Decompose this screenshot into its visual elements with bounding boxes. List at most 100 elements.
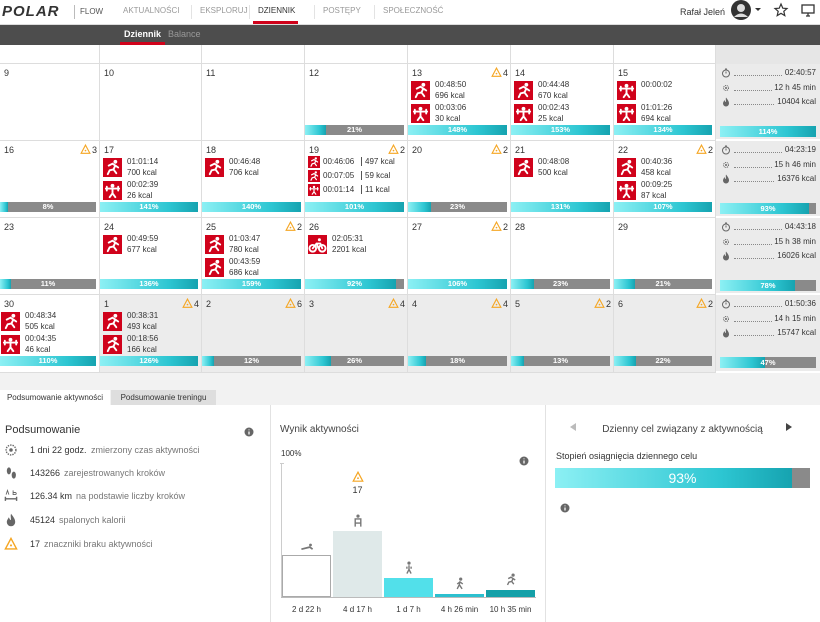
nav-item[interactable]: DZIENNIK bbox=[258, 6, 296, 15]
progress-fill bbox=[305, 356, 331, 366]
activity-kcal: 677 kcal bbox=[127, 245, 157, 254]
day-cell[interactable] bbox=[0, 64, 99, 141]
summary-column-header bbox=[716, 45, 820, 64]
activity-kcal: 59 kcal bbox=[365, 171, 391, 180]
nav-item[interactable]: AKTUALNOŚCI bbox=[123, 6, 180, 15]
activity-kcal: 505 kcal bbox=[25, 322, 55, 331]
icon-svg bbox=[308, 184, 320, 196]
progress-bar: 47% bbox=[720, 357, 816, 368]
body bbox=[310, 158, 319, 167]
day-number: 19 bbox=[309, 145, 320, 155]
summary-icon bbox=[721, 314, 731, 324]
subnav-item[interactable]: Balance bbox=[168, 29, 201, 39]
progress-fill bbox=[614, 202, 712, 212]
sun-core bbox=[725, 86, 727, 89]
watch bbox=[722, 300, 730, 309]
activity-duration: 00:02:39 bbox=[127, 180, 159, 189]
dot bbox=[392, 149, 395, 152]
warning-icon bbox=[182, 297, 193, 309]
body bbox=[412, 108, 429, 122]
day-number: 18 bbox=[206, 145, 217, 155]
flame bbox=[723, 251, 729, 261]
goal-label: 93% bbox=[668, 470, 697, 486]
frame bbox=[311, 242, 324, 250]
warning-icon bbox=[351, 471, 364, 483]
day-cell[interactable] bbox=[100, 64, 201, 141]
icon-svg bbox=[354, 514, 361, 527]
sport-icon bbox=[103, 312, 122, 331]
progress-fill bbox=[720, 357, 766, 368]
ruler bbox=[4, 496, 18, 501]
activity-kcal: 30 kcal bbox=[435, 114, 461, 123]
nav-item[interactable]: POSTĘPY bbox=[323, 6, 361, 15]
icon-svg bbox=[696, 143, 707, 154]
dot bbox=[392, 303, 395, 306]
column-line bbox=[613, 45, 614, 373]
activity-separator bbox=[361, 157, 362, 166]
sun-core bbox=[725, 240, 727, 243]
hand bbox=[725, 222, 727, 228]
triangle bbox=[285, 220, 296, 231]
day-number: 1 bbox=[104, 299, 110, 309]
day-cell[interactable] bbox=[202, 64, 304, 141]
summary-icon bbox=[721, 222, 731, 232]
body bbox=[208, 262, 222, 276]
sport-icon bbox=[308, 235, 327, 254]
tab[interactable]: Podsumowanie treningu bbox=[111, 390, 216, 405]
arrow bbox=[786, 423, 792, 431]
warning-count: 4 bbox=[194, 299, 200, 309]
warning-count: 4 bbox=[400, 299, 406, 309]
progress-bar: 131% bbox=[511, 202, 610, 212]
head bbox=[406, 561, 411, 565]
user-name[interactable]: Rafał Jeleń bbox=[680, 7, 726, 17]
progress-bar: 141% bbox=[100, 202, 198, 212]
icon-svg bbox=[80, 143, 91, 154]
warning-count: 4 bbox=[503, 299, 509, 309]
nav-item[interactable]: SPOŁECZNOŚĆ bbox=[383, 6, 444, 15]
avatar[interactable] bbox=[731, 0, 761, 20]
progress-label: 141% bbox=[139, 202, 159, 211]
head bbox=[314, 157, 317, 160]
progress-label: 78% bbox=[760, 281, 776, 290]
summary-item-text: znaczniki braku aktywności bbox=[44, 539, 153, 549]
activity-duration: 00:07:05 bbox=[323, 171, 355, 180]
hand bbox=[725, 68, 727, 74]
dotted-leader bbox=[734, 229, 814, 230]
sport-icon bbox=[1, 312, 20, 331]
monitor-icon[interactable] bbox=[801, 3, 815, 17]
subnav-item[interactable]: Dziennik bbox=[124, 29, 162, 39]
watch bbox=[722, 69, 730, 78]
head bbox=[521, 106, 526, 111]
progress-bar: 134% bbox=[614, 125, 712, 135]
logo[interactable]: POLAR bbox=[2, 3, 60, 20]
summary-item-icon bbox=[4, 536, 18, 551]
head bbox=[215, 259, 220, 264]
nav-item[interactable]: EKSPLORUJ bbox=[200, 6, 248, 15]
activity-duration: 00:44:48 bbox=[538, 80, 570, 89]
body bbox=[208, 239, 222, 253]
progress-bar: 153% bbox=[511, 125, 610, 135]
summary-icon bbox=[721, 251, 731, 261]
head bbox=[524, 82, 529, 87]
progress-bar: 12% bbox=[202, 356, 301, 366]
head bbox=[113, 313, 118, 318]
progress-bar: 26% bbox=[305, 356, 404, 366]
star-icon[interactable] bbox=[773, 2, 789, 17]
activity-duration: 00:43:59 bbox=[229, 257, 261, 266]
day-number: 30 bbox=[4, 299, 15, 309]
dotted-leader bbox=[734, 306, 814, 307]
logo-divider bbox=[74, 5, 75, 19]
flame bbox=[723, 328, 729, 338]
x-tick-label: 4 d 17 h bbox=[343, 605, 372, 614]
activity-duration: 00:46:06 bbox=[323, 157, 355, 166]
icon-svg bbox=[5, 444, 17, 456]
calendar-header bbox=[0, 45, 820, 64]
activity-duration: 00:03:06 bbox=[435, 103, 467, 112]
tab[interactable]: Podsumowanie aktywności bbox=[0, 390, 110, 405]
icon-svg bbox=[723, 251, 729, 261]
prev-arrow[interactable] bbox=[570, 423, 578, 433]
next-arrow[interactable] bbox=[786, 423, 794, 433]
progress-label: 21% bbox=[346, 125, 362, 134]
sport-icon bbox=[514, 158, 533, 177]
dotted-leader bbox=[734, 152, 814, 153]
